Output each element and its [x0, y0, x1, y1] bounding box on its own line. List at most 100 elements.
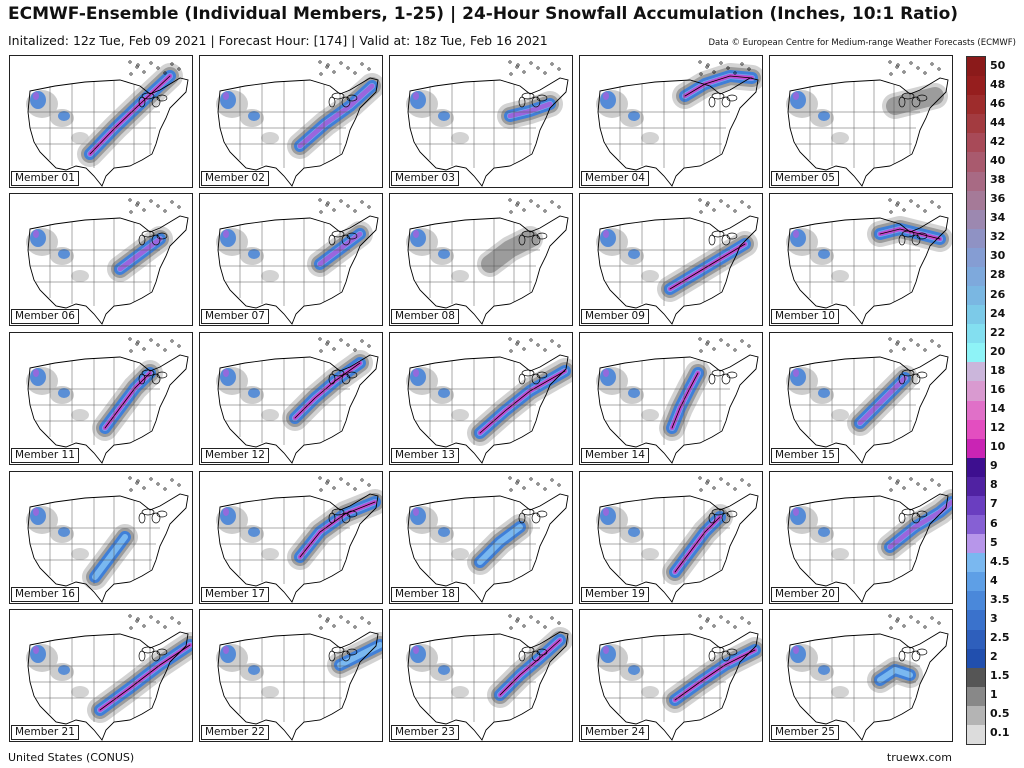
western-snow-area: [26, 644, 89, 698]
snowfall-map: [786, 614, 949, 741]
legend-value-label: 0.1: [990, 726, 1010, 740]
legend-value-label: 22: [990, 325, 1006, 339]
western-snow-area: [26, 228, 89, 282]
member-label: Member 14: [581, 448, 649, 463]
member-label: Member 19: [581, 587, 649, 602]
member-label: Member 22: [201, 725, 269, 740]
conus-outline: [787, 198, 949, 325]
conus-outline: [27, 337, 189, 464]
western-snow-area: [596, 228, 659, 282]
legend-color-cell: [967, 286, 985, 306]
member-label: Member 18: [391, 587, 459, 602]
member-map-panel: Member 13: [389, 332, 573, 465]
conus-outline: [407, 60, 569, 187]
western-snow-area: [406, 367, 469, 421]
data-credit: Data © European Centre for Medium-range …: [708, 38, 1016, 48]
member-label: Member 09: [581, 309, 649, 324]
snowfall-map: [596, 60, 762, 187]
western-snow-area: [26, 367, 89, 421]
member-map-panel: Member 25: [769, 609, 953, 742]
legend-color-cell: [967, 228, 985, 249]
member-map-panel: Member 24: [579, 609, 763, 742]
legend-value-label: 10: [990, 440, 1006, 454]
member-map-panel: Member 16: [9, 471, 193, 604]
conus-outline: [407, 337, 569, 464]
conus-outline: [787, 337, 949, 464]
storm-snow-band: [847, 365, 918, 436]
legend-color-cell: [967, 724, 985, 745]
member-map-panel: Member 04: [579, 55, 763, 188]
legend-value-label: 1.5: [990, 669, 1010, 683]
legend-value-label: 0.5: [990, 707, 1010, 721]
legend-color-cell: [967, 133, 985, 153]
legend-value-label: 9: [990, 459, 998, 473]
region-label: United States (CONUS): [8, 751, 135, 764]
snowfall-map: [216, 198, 379, 325]
snowfall-map: [596, 337, 759, 464]
storm-snow-band: [657, 231, 758, 302]
storm-snow-band: [287, 489, 382, 570]
member-map-panel: Member 23: [389, 609, 573, 742]
legend-value-label: 42: [990, 134, 1006, 148]
forecast-subtitle: Initalized: 12z Tue, Feb 09 2021 | Forec…: [8, 33, 548, 48]
legend-value-label: 4.5: [990, 554, 1010, 568]
storm-snow-band: [467, 358, 572, 446]
legend-color-cell: [967, 591, 985, 611]
conus-outline: [217, 198, 379, 325]
snowfall-map: [786, 337, 949, 464]
western-snow-area: [26, 90, 89, 144]
conus-outline: [217, 614, 379, 741]
member-map-panel: Member 14: [579, 332, 763, 465]
legend-value-label: 38: [990, 173, 1006, 187]
legend-color-cell: [967, 495, 985, 516]
conus-outline: [787, 476, 949, 603]
legend-color-cell: [967, 114, 985, 134]
member-label: Member 23: [391, 725, 459, 740]
legend-color-cell: [967, 171, 985, 192]
member-label: Member 06: [11, 309, 79, 324]
western-snow-area: [786, 90, 849, 144]
legend-value-label: 28: [990, 268, 1006, 282]
storm-snow-band: [477, 226, 543, 277]
snowfall-map: [216, 614, 382, 741]
snowfall-map: [26, 198, 189, 325]
snowfall-map: [596, 614, 762, 741]
legend-color-cell: [967, 553, 985, 573]
legend-value-label: 20: [990, 344, 1006, 358]
western-snow-area: [216, 228, 279, 282]
storm-snow-band: [662, 504, 733, 585]
member-label: Member 20: [771, 587, 839, 602]
conus-outline: [597, 60, 759, 187]
legend-value-label: 24: [990, 306, 1006, 320]
storm-snow-band: [659, 360, 711, 441]
member-label: Member 08: [391, 309, 459, 324]
western-snow-area: [216, 644, 279, 698]
snowfall-map: [216, 337, 379, 464]
western-snow-area: [596, 90, 659, 144]
member-label: Member 02: [201, 171, 269, 186]
legend-color-cell: [967, 419, 985, 440]
snowfall-map: [406, 337, 572, 464]
member-map-panel: Member 21: [9, 609, 193, 742]
member-map-panel: Member 22: [199, 609, 383, 742]
member-label: Member 10: [771, 309, 839, 324]
snowfall-map: [406, 476, 569, 603]
legend-color-cell: [967, 381, 985, 401]
snowfall-map: [26, 60, 189, 187]
member-map-panel: Member 10: [769, 193, 953, 326]
western-snow-area: [406, 228, 469, 282]
western-snow-area: [216, 506, 279, 560]
western-snow-area: [786, 367, 849, 421]
legend-color-cell: [967, 190, 985, 211]
snowfall-map: [406, 60, 569, 187]
conus-outline: [407, 476, 569, 603]
member-map-panel: Member 08: [389, 193, 573, 326]
member-map-panel: Member 09: [579, 193, 763, 326]
legend-value-label: 12: [990, 421, 1006, 435]
legend-color-cell: [967, 648, 985, 669]
western-snow-area: [786, 506, 849, 560]
storm-snow-band: [287, 73, 382, 159]
member-map-panel: Member 03: [389, 55, 573, 188]
legend-value-label: 30: [990, 249, 1006, 263]
snowfall-map: [26, 337, 189, 464]
